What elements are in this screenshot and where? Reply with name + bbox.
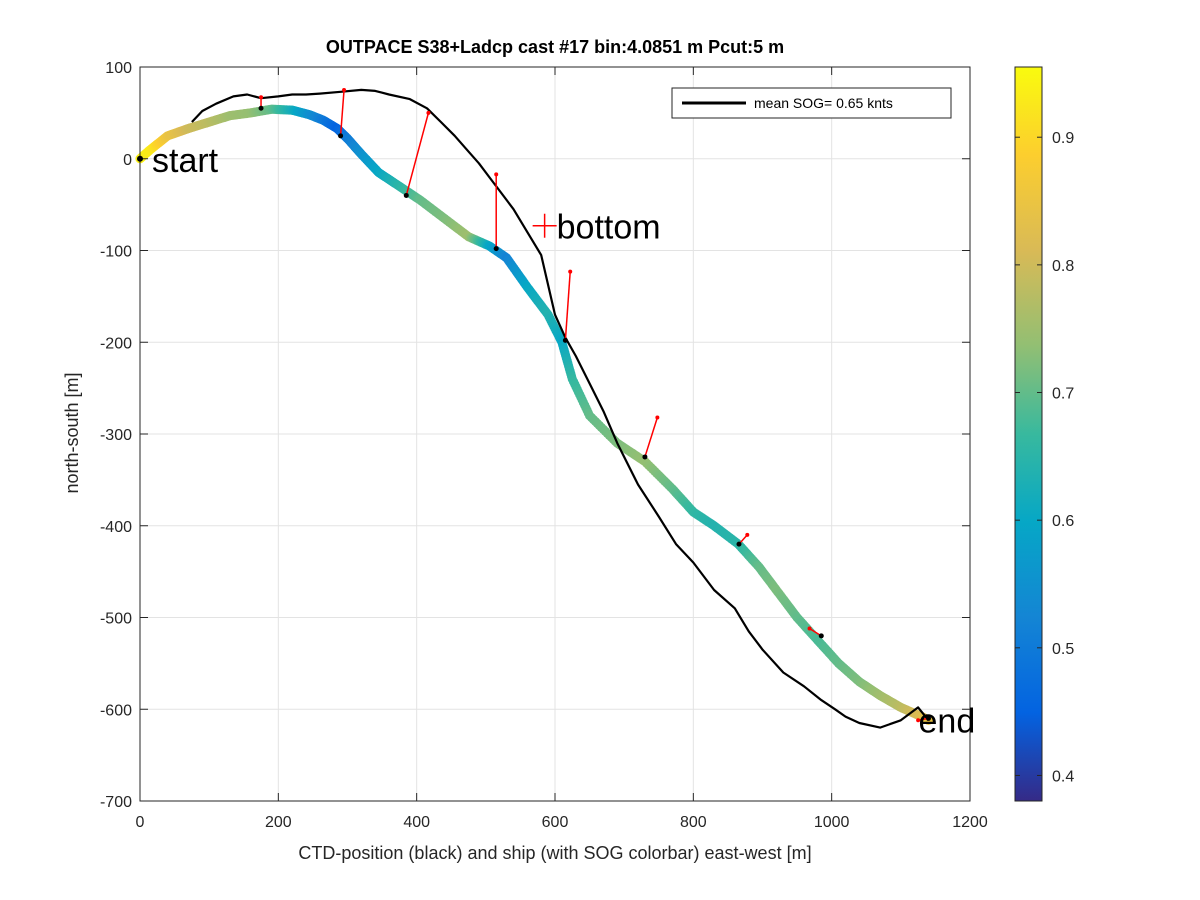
ship-marker xyxy=(818,633,824,639)
colorbar-tick-label: 0.5 xyxy=(1052,641,1074,658)
colorbar-tick-label: 0.9 xyxy=(1052,130,1074,147)
x-tick-label: 0 xyxy=(136,814,145,831)
colorbar-ticks: 0.4 0.5 0.6 0.7 0.8 0.9 xyxy=(1015,130,1074,785)
ctd-marker xyxy=(745,532,750,537)
ship-marker xyxy=(562,337,568,343)
offset-links xyxy=(258,87,931,723)
x-axis-label: CTD-position (black) and ship (with SOG … xyxy=(298,843,811,863)
y-tick-label: -500 xyxy=(100,611,132,628)
y-tick-label: -200 xyxy=(100,335,132,352)
legend-entry: mean SOG= 0.65 knts xyxy=(754,95,893,111)
x-tick-label: 1200 xyxy=(952,814,988,831)
annotation-start: start xyxy=(152,142,219,180)
y-tick-label: -300 xyxy=(100,427,132,444)
tick-labels: 0 200 400 600 800 1000 12001000-100-200-300-40… xyxy=(100,60,988,831)
ship-marker xyxy=(642,454,648,460)
ctd-marker xyxy=(494,172,499,177)
ship-marker xyxy=(926,715,931,721)
x-tick-label: 600 xyxy=(542,814,569,831)
colorbar-tick-label: 0.8 xyxy=(1052,258,1074,275)
ctd-marker xyxy=(916,718,921,723)
start-marker xyxy=(137,155,143,162)
colorbar xyxy=(1014,66,1043,802)
ctd-marker xyxy=(426,110,431,115)
axes xyxy=(139,66,971,802)
x-tick-label: 200 xyxy=(265,814,292,831)
colorbar-tick-label: 0.7 xyxy=(1052,386,1074,403)
ship-marker xyxy=(493,246,499,252)
annotation-end: end xyxy=(919,702,976,740)
ctd-marker xyxy=(259,95,264,100)
ctd-track-line xyxy=(191,88,930,729)
annotation-bottom: bottom xyxy=(557,209,661,247)
y-axis-label: north-south [m] xyxy=(62,372,82,493)
y-tick-label: 100 xyxy=(105,60,132,77)
ship-marker xyxy=(403,192,409,198)
offset-link-line xyxy=(339,89,345,136)
offset-link-line xyxy=(564,271,571,341)
colorbar-tick-label: 0.4 xyxy=(1052,768,1074,785)
chart-title: OUTPACE S38+Ladcp cast #17 bin:4.0851 m … xyxy=(326,37,784,57)
y-tick-label: 0 xyxy=(123,152,132,169)
x-tick-label: 800 xyxy=(680,814,707,831)
ctd-track xyxy=(191,88,930,729)
grid-lines xyxy=(140,67,970,801)
ctd-marker xyxy=(568,269,573,274)
annotations: start bottom end xyxy=(137,142,976,740)
ship-marker xyxy=(736,541,742,547)
offset-link-line xyxy=(644,417,659,458)
colorbar-tick-label: 0.6 xyxy=(1052,513,1074,530)
y-tick-label: -600 xyxy=(100,702,132,719)
y-tick-label: -400 xyxy=(100,519,132,536)
ctd-marker xyxy=(807,626,812,631)
offset-link-line xyxy=(405,112,430,196)
y-tick-label: -100 xyxy=(100,244,132,261)
ctd-marker xyxy=(655,415,660,420)
ship-marker xyxy=(258,105,264,111)
ctd-marker xyxy=(342,87,347,92)
ship-marker xyxy=(338,133,344,139)
y-tick-label: -700 xyxy=(100,794,132,811)
legend: mean SOG= 0.65 knts xyxy=(671,87,952,119)
x-tick-label: 400 xyxy=(403,814,430,831)
x-tick-label: 1000 xyxy=(814,814,850,831)
